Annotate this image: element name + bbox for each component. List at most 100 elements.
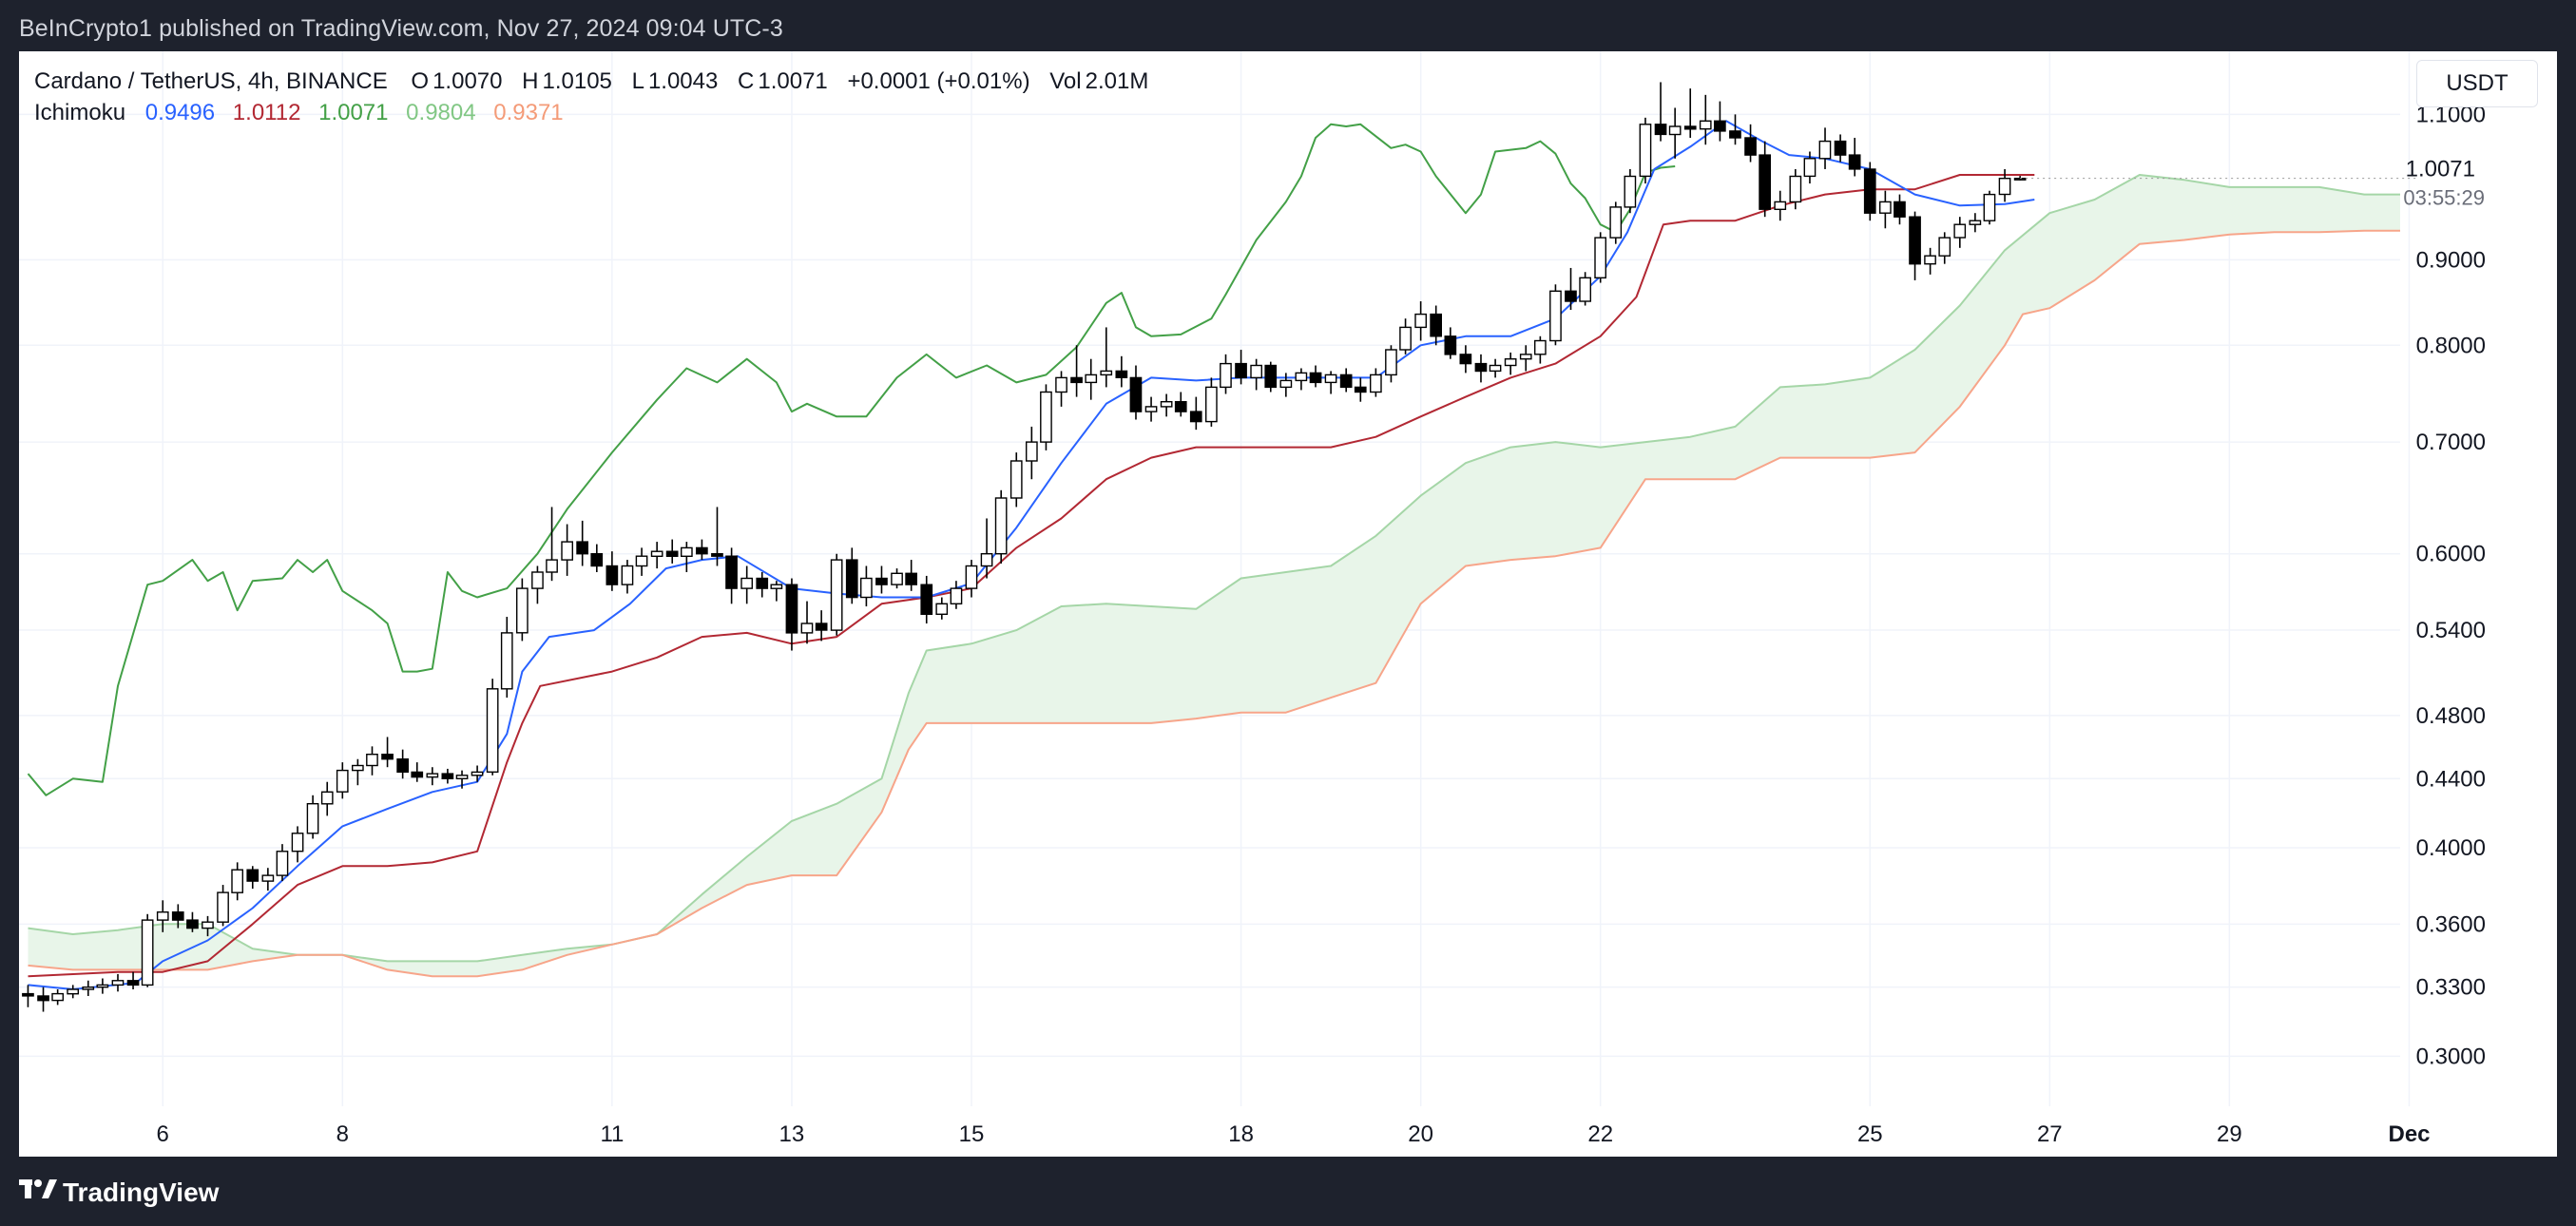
candle-body	[1250, 364, 1263, 379]
candle	[756, 571, 769, 598]
candle-body	[1803, 158, 1817, 178]
candle-body	[1459, 354, 1472, 365]
candle	[261, 868, 275, 891]
candle-body	[635, 555, 648, 567]
candle-body	[51, 992, 65, 1002]
candle-body	[426, 773, 439, 778]
candle-body	[606, 565, 619, 585]
candle-body	[1204, 386, 1218, 423]
chart-pane[interactable]: 0.3000 0.3300 0.3600 0.4000 0.4400 0.4800 0.54…	[19, 51, 2557, 1157]
candle	[381, 737, 394, 768]
candle-body	[1683, 125, 1697, 130]
candle	[1129, 365, 1143, 420]
candle	[1969, 213, 1982, 233]
candle-body	[681, 546, 693, 558]
candle	[1863, 162, 1876, 221]
candle-body	[590, 553, 604, 567]
candle-body	[1309, 372, 1322, 384]
candle-body	[291, 833, 304, 852]
low-value: 1.0043	[647, 68, 719, 94]
candle-body	[1189, 411, 1202, 423]
candle	[455, 770, 469, 789]
last-price-label: 1.0071	[2406, 157, 2475, 182]
indicator-name[interactable]: Ichimoku	[34, 100, 126, 125]
candle-body	[336, 769, 349, 793]
ichimoku-span-a-value: 0.9804	[406, 100, 476, 125]
candle-body	[82, 987, 95, 990]
candle	[1894, 194, 1906, 225]
candle-body	[276, 851, 289, 876]
candle-body	[141, 919, 154, 987]
candle-body	[621, 565, 634, 585]
candle	[950, 581, 963, 609]
candle-body	[845, 559, 858, 599]
candle	[1504, 352, 1517, 375]
indicator-legend: Ichimoku 0.9496 1.0112 1.0071 0.9804 0.9…	[34, 100, 567, 126]
candle	[1759, 141, 1772, 218]
candle-body	[1129, 376, 1143, 412]
price-tick-label: 0.3600	[2416, 911, 2486, 937]
candle-body	[1863, 168, 1876, 214]
candle	[1489, 358, 1502, 378]
candle-body	[1624, 175, 1637, 208]
candle-body	[1579, 277, 1592, 302]
candle	[1354, 377, 1367, 402]
candle-body	[1878, 201, 1892, 214]
candle-body	[1818, 140, 1832, 160]
candle	[1834, 134, 1847, 163]
candle-body	[1504, 358, 1517, 367]
candle-body	[1324, 374, 1337, 384]
ichimoku-base-line	[28, 174, 2035, 978]
candle	[1085, 358, 1098, 400]
candle	[1774, 190, 1787, 221]
candle-body	[1909, 216, 1921, 265]
candle-body	[1894, 201, 1906, 218]
candle-body	[905, 572, 918, 585]
candle	[1668, 107, 1682, 159]
candle-body	[202, 921, 214, 929]
candle-body	[696, 546, 708, 555]
candle-body	[1774, 201, 1787, 210]
candle	[980, 518, 993, 579]
candle	[426, 767, 439, 786]
candle	[1998, 168, 2011, 202]
close-value: 1.0071	[758, 68, 828, 94]
candle-body	[935, 603, 949, 615]
candle	[725, 547, 738, 604]
symbol-legend: Cardano / TetherUS, 4h, BINANCE O 1.0070 …	[34, 68, 1149, 94]
candle-body	[1354, 386, 1367, 393]
candle	[1309, 365, 1322, 388]
candle	[830, 553, 843, 636]
candle	[1803, 151, 1817, 184]
price-chart[interactable]: 0.3000 0.3300 0.3600 0.4000 0.4400 0.4800 0.54…	[19, 51, 2557, 1157]
price-tick-label: 0.6000	[2416, 542, 2486, 567]
candle-body	[1474, 362, 1488, 373]
time-tick-label: Dec	[2388, 1121, 2430, 1147]
symbol-name[interactable]: Cardano / TetherUS, 4h, BINANCE	[34, 68, 388, 94]
candle-body	[920, 584, 933, 616]
candle-body	[1399, 326, 1412, 351]
candle	[1279, 373, 1293, 397]
candle	[1160, 393, 1173, 417]
currency-button[interactable]: USDT	[2416, 60, 2538, 107]
candle	[352, 758, 364, 786]
time-tick-label: 20	[1408, 1121, 1433, 1147]
bar-countdown: 03:55:29	[2403, 186, 2485, 210]
candle	[186, 911, 199, 932]
candle	[82, 980, 95, 996]
candle-body	[111, 980, 125, 987]
candle-body	[1699, 120, 1712, 130]
candle-body	[1759, 154, 1772, 210]
candle	[650, 542, 663, 569]
candle-body	[1025, 441, 1038, 462]
ichimoku-span-b-value: 0.9371	[493, 100, 564, 125]
tradingview-brand: TradingView	[63, 1178, 220, 1207]
ichimoku-base-value: 1.0112	[232, 100, 301, 125]
candle	[1040, 384, 1052, 450]
time-tick-label: 15	[959, 1121, 985, 1147]
candle	[1385, 345, 1397, 383]
candle-body	[366, 754, 378, 767]
bottom-bar: TradingView	[0, 1157, 2576, 1226]
candle-body	[1924, 255, 1936, 265]
candle	[1264, 361, 1278, 393]
